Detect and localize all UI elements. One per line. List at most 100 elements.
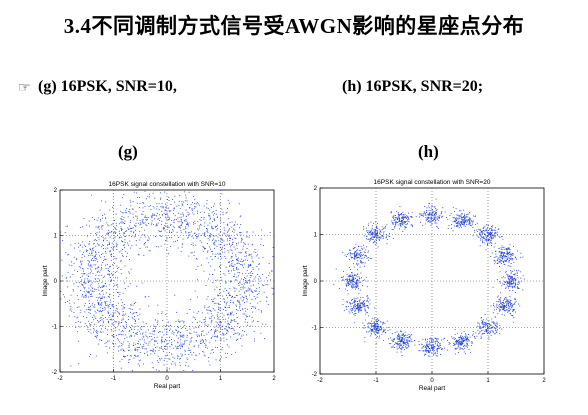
scatter-point bbox=[90, 305, 92, 307]
scatter-point bbox=[121, 321, 123, 323]
scatter-point bbox=[141, 221, 143, 223]
scatter-point bbox=[87, 264, 89, 266]
scatter-point bbox=[390, 211, 392, 213]
scatter-point bbox=[376, 228, 378, 229]
scatter-point bbox=[393, 340, 394, 342]
scatter-point bbox=[209, 273, 211, 275]
scatter-point bbox=[224, 251, 226, 253]
scatter-point bbox=[345, 283, 347, 285]
scatter-point bbox=[76, 295, 78, 297]
scatter-point bbox=[86, 274, 88, 276]
scatter-point bbox=[375, 330, 377, 332]
scatter-point bbox=[360, 255, 361, 257]
scatter-point bbox=[458, 347, 460, 349]
scatter-point bbox=[81, 241, 83, 243]
scatter-point bbox=[390, 211, 392, 213]
scatter-point bbox=[93, 331, 94, 333]
scatter-point bbox=[403, 335, 405, 337]
scatter-point bbox=[171, 344, 173, 346]
scatter-point bbox=[367, 257, 369, 258]
scatter-point bbox=[157, 332, 159, 334]
scatter-point bbox=[399, 206, 401, 207]
scatter-point bbox=[202, 341, 204, 343]
scatter-point bbox=[97, 310, 99, 312]
scatter-point bbox=[244, 313, 246, 315]
scatter-point bbox=[141, 213, 143, 215]
scatter-point bbox=[224, 229, 226, 231]
scatter-point bbox=[160, 197, 162, 199]
scatter-point bbox=[118, 266, 120, 268]
scatter-point bbox=[508, 254, 510, 256]
scatter-point bbox=[457, 222, 458, 224]
scatter-point bbox=[135, 332, 137, 334]
scatter-point bbox=[112, 342, 113, 344]
scatter-point bbox=[375, 321, 377, 323]
scatter-point bbox=[386, 238, 388, 240]
scatter-point bbox=[433, 214, 435, 216]
scatter-point bbox=[376, 240, 377, 242]
scatter-point bbox=[363, 247, 365, 249]
scatter-point bbox=[393, 338, 395, 340]
scatter-point bbox=[498, 236, 500, 238]
scatter-point bbox=[209, 222, 211, 224]
scatter-point bbox=[375, 236, 377, 238]
scatter-point bbox=[154, 350, 156, 352]
scatter-point bbox=[505, 271, 507, 273]
scatter-point bbox=[238, 251, 240, 253]
scatter-point bbox=[420, 213, 422, 215]
scatter-point bbox=[430, 219, 432, 221]
scatter-point bbox=[72, 273, 74, 275]
scatter-point bbox=[408, 217, 410, 219]
scatter-point bbox=[407, 222, 408, 224]
scatter-point bbox=[387, 235, 389, 237]
scatter-point bbox=[176, 311, 178, 313]
scatter-point bbox=[228, 243, 230, 245]
x-tick-label: -2 bbox=[317, 378, 323, 384]
scatter-point bbox=[490, 242, 492, 244]
scatter-point bbox=[405, 347, 407, 348]
scatter-point bbox=[354, 258, 356, 260]
scatter-point bbox=[498, 299, 500, 300]
scatter-point bbox=[164, 341, 166, 343]
scatter-point bbox=[363, 251, 365, 253]
scatter-point bbox=[346, 300, 348, 302]
scatter-point bbox=[61, 259, 63, 261]
scatter-point bbox=[434, 215, 436, 217]
scatter-point bbox=[224, 256, 226, 258]
scatter-point bbox=[462, 221, 464, 223]
scatter-point bbox=[363, 324, 365, 326]
scatter-point bbox=[202, 339, 203, 341]
scatter-point bbox=[505, 281, 507, 283]
scatter-point bbox=[122, 310, 124, 312]
scatter-point bbox=[374, 241, 376, 243]
scatter-point bbox=[132, 227, 134, 229]
scatter-point bbox=[438, 219, 440, 221]
scatter-point bbox=[208, 262, 210, 264]
scatter-point bbox=[112, 357, 114, 359]
scatter-point bbox=[96, 330, 98, 331]
scatter-point bbox=[497, 262, 499, 264]
scatter-point bbox=[128, 345, 130, 346]
scatter-point bbox=[165, 207, 167, 209]
scatter-point bbox=[482, 242, 484, 244]
scatter-point bbox=[356, 286, 358, 288]
scatter-point bbox=[231, 264, 233, 266]
scatter-point bbox=[122, 222, 124, 224]
scatter-point bbox=[157, 304, 159, 306]
scatter-point bbox=[497, 307, 499, 308]
scatter-point bbox=[454, 218, 456, 220]
scatter-point bbox=[156, 336, 158, 338]
scatter-point bbox=[257, 302, 259, 304]
scatter-point bbox=[237, 242, 239, 244]
scatter-point bbox=[508, 310, 510, 311]
scatter-point bbox=[347, 284, 349, 286]
scatter-point bbox=[389, 329, 391, 331]
scatter-point bbox=[410, 339, 412, 341]
scatter-point bbox=[101, 319, 103, 321]
scatter-point bbox=[490, 239, 492, 241]
scatter-point bbox=[258, 276, 260, 278]
page-title: 3.4不同调制方式信号受AWGN影响的星座点分布 bbox=[63, 14, 525, 38]
scatter-point bbox=[501, 306, 503, 308]
scatter-point bbox=[488, 320, 490, 322]
scatter-point bbox=[493, 309, 495, 311]
